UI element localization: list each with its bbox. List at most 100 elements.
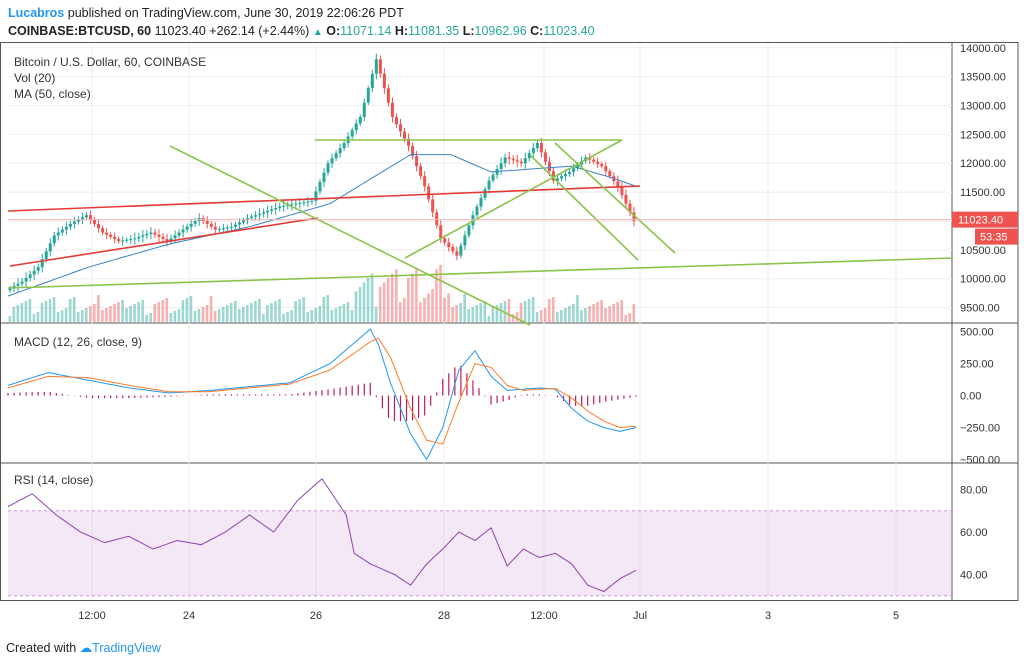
volume-bar	[161, 300, 165, 322]
candle-body	[169, 238, 173, 242]
candle-body	[600, 163, 604, 167]
candle-body	[80, 217, 84, 220]
candle-body	[298, 202, 302, 204]
candle-body	[455, 251, 459, 256]
candle-body	[616, 181, 620, 187]
candle-body	[390, 102, 394, 118]
volume-bar	[471, 307, 475, 322]
volume-bar	[596, 302, 599, 322]
candle-body	[463, 235, 467, 246]
volume-bar	[52, 297, 56, 322]
volume-bar	[407, 278, 410, 322]
candle-body	[290, 204, 294, 206]
candle-body	[149, 232, 153, 234]
candle-body	[209, 223, 213, 227]
rsi-tick-label: 40.00	[960, 570, 988, 582]
volume-bar	[503, 301, 507, 322]
candle-body	[338, 148, 342, 154]
volume-bar	[93, 304, 96, 322]
volume-bar	[254, 301, 257, 322]
volume-bar	[258, 299, 261, 322]
candle-body	[555, 178, 559, 181]
volume-bar	[632, 304, 636, 322]
candle-body	[330, 158, 334, 164]
volume-bar	[447, 293, 450, 322]
candle-body	[322, 172, 326, 182]
candle-body	[592, 159, 596, 162]
author-link[interactable]: Lucabros	[8, 6, 65, 20]
green-support-line	[7, 257, 953, 289]
volume-bar	[564, 308, 567, 322]
volume-bar	[423, 297, 426, 322]
high-label: H:	[394, 24, 409, 38]
rsi-tick-label: 80.00	[960, 485, 988, 497]
candle-body	[628, 203, 632, 213]
volume-bar	[334, 308, 338, 322]
candle-body	[370, 73, 374, 89]
candle-body	[56, 232, 60, 236]
volume-bar	[507, 299, 511, 322]
macd-tick-label: 0.00	[960, 391, 981, 403]
volume-bar	[588, 306, 591, 322]
price-tick-label: 10500.00	[960, 245, 1006, 257]
volume-bar	[20, 303, 24, 322]
volume-bar	[80, 310, 84, 322]
volume-bar	[403, 297, 406, 322]
volume-bar	[237, 309, 241, 322]
candle-body	[398, 124, 402, 132]
candle-body	[266, 210, 270, 213]
volume-bar	[8, 316, 12, 322]
volume-bar	[370, 273, 374, 322]
volume-bar	[225, 305, 229, 322]
volume-bar	[390, 273, 394, 322]
candle-body	[40, 259, 44, 268]
time-tick-label: 3	[765, 610, 771, 622]
volume-bar	[576, 295, 579, 322]
candle-body	[318, 182, 322, 192]
volume-bar	[16, 305, 20, 322]
candle-body	[431, 199, 435, 213]
volume-bar	[189, 296, 193, 322]
volume-bar	[306, 312, 309, 322]
tradingview-brand[interactable]: TradingView	[92, 641, 161, 655]
candle-body	[362, 102, 366, 118]
volume-bar	[584, 308, 587, 322]
volume-bar	[499, 303, 503, 322]
candle-body	[185, 226, 189, 230]
volume-bar	[72, 297, 76, 322]
volume-bar	[394, 269, 398, 322]
volume-bar	[97, 295, 100, 322]
candle-body	[137, 236, 141, 239]
price-tick-label: 12500.00	[960, 129, 1006, 141]
tradingview-logo-icon[interactable]: ☁	[79, 641, 93, 655]
macd-tick-label: 500.00	[960, 327, 994, 339]
volume-bar	[121, 300, 124, 322]
volume-bar	[547, 299, 551, 322]
volume-bar	[36, 312, 40, 322]
volume-bar	[157, 302, 161, 322]
volume-bar	[229, 303, 233, 322]
candle-body	[624, 194, 628, 204]
volume-bar	[169, 313, 173, 322]
candle-body	[101, 228, 105, 233]
candle-body	[250, 216, 254, 219]
volume-bar	[435, 269, 438, 322]
candle-body	[141, 235, 145, 237]
candle-body	[133, 238, 137, 240]
volume-bar	[193, 311, 197, 322]
volume-bar	[358, 286, 362, 322]
volume-bar	[419, 302, 422, 322]
candle-body	[608, 171, 612, 177]
candle-body	[415, 156, 419, 167]
volume-bar	[310, 310, 314, 322]
candle-body	[129, 239, 133, 241]
candle-body	[294, 203, 298, 205]
candle-body	[205, 220, 209, 224]
volume-bar	[105, 308, 108, 322]
time-tick-label: Jul	[633, 610, 647, 622]
green-wedge-line	[404, 139, 623, 259]
candle-body	[535, 143, 539, 149]
volume-bar	[439, 264, 442, 322]
price-tick-label: 13000.00	[960, 101, 1006, 113]
